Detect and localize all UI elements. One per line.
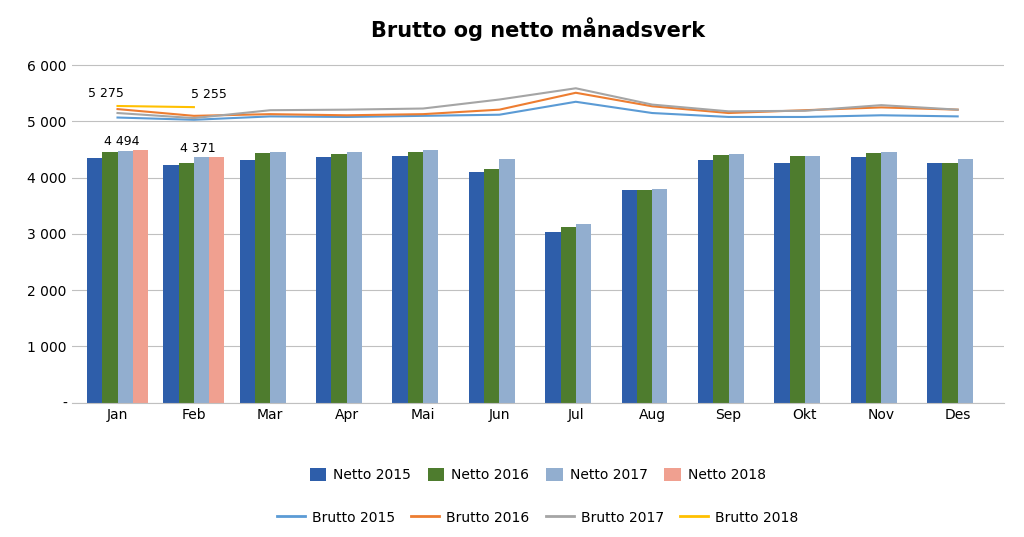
Bar [545,233,560,403]
Bar [790,156,805,403]
Bar [270,152,286,403]
Text: 4 371: 4 371 [180,142,215,155]
Bar [102,153,118,403]
Legend: Brutto 2015, Brutto 2016, Brutto 2017, Brutto 2018: Brutto 2015, Brutto 2016, Brutto 2017, B… [271,505,804,531]
Bar [622,190,637,403]
Bar [575,224,591,403]
Text: 5 255: 5 255 [191,89,227,101]
Bar [240,159,255,403]
Bar [332,154,347,403]
Bar [408,153,423,403]
Bar [560,227,575,403]
Bar [698,160,714,403]
Bar [118,151,133,403]
Bar [637,190,652,403]
Bar [87,158,102,403]
Bar [805,156,820,403]
Bar [423,150,438,403]
Bar [178,163,194,403]
Bar [774,163,790,403]
Bar [484,169,500,403]
Bar [927,163,942,403]
Bar [347,152,361,403]
Bar [164,165,178,403]
Bar [714,155,728,403]
Bar [133,150,148,403]
Text: 5 275: 5 275 [88,88,124,100]
Bar [728,154,743,403]
Bar [316,157,332,403]
Title: Brutto og netto månadsverk: Brutto og netto månadsverk [371,17,705,41]
Bar [500,158,515,403]
Bar [194,157,209,403]
Bar [255,153,270,403]
Text: 4 494: 4 494 [103,135,139,148]
Bar [392,156,408,403]
Bar [851,157,866,403]
Bar [652,189,668,403]
Bar [882,153,897,403]
Bar [469,171,484,403]
Bar [866,153,882,403]
Bar [209,157,224,403]
Bar [942,163,957,403]
Bar [957,158,973,403]
